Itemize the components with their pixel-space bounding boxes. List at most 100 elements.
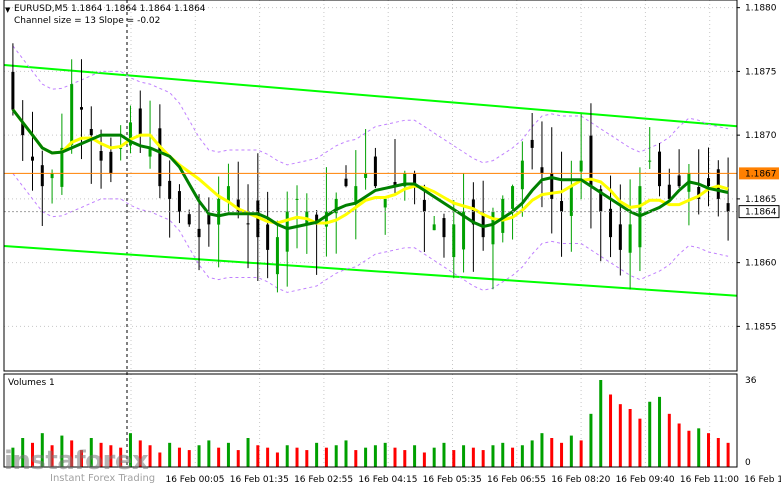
reference-price-label: 1.1867	[745, 169, 777, 179]
candle-body	[89, 128, 93, 136]
candle-body	[403, 173, 407, 187]
price-axis: 1.1880 1.1875 1.1870 1.1865 1.1860 1.1855 36 0	[737, 4, 777, 468]
candle-body	[21, 122, 25, 136]
candle-body	[383, 198, 387, 208]
volume-scale-max: 36	[745, 376, 757, 386]
ma-slow-line	[11, 108, 729, 231]
candle-body	[677, 175, 681, 187]
envelope-upper	[12, 45, 729, 166]
candle-body	[226, 186, 230, 202]
candle-body	[187, 214, 191, 225]
x-tick-label: 16 Feb 09:40	[616, 475, 675, 485]
candle-body	[364, 173, 368, 178]
price-tags: 1.1867 1.1864	[738, 167, 780, 219]
watermark-logo: instaforex	[4, 446, 149, 476]
candle-body	[569, 186, 573, 216]
candle-body	[716, 169, 720, 199]
trend-channel	[3, 64, 738, 297]
candle-body	[520, 160, 524, 190]
x-tick-label: 16 Feb 05:35	[423, 475, 482, 485]
candle-body	[236, 199, 240, 212]
x-tick-label: 16 Feb 11:00	[680, 475, 739, 485]
current-price-tag	[738, 205, 780, 219]
price-lines	[4, 172, 737, 213]
watermark-tagline: Instant Forex Trading	[50, 473, 156, 484]
candle-body	[373, 156, 377, 187]
candle-body	[697, 187, 701, 199]
candle-body	[275, 237, 279, 275]
y-tick-label: 1.1875	[745, 67, 777, 77]
y-tick-label: 1.1870	[745, 131, 777, 141]
candle-body	[413, 173, 417, 187]
candle-body	[315, 214, 319, 225]
candle-body	[589, 135, 593, 187]
y-tick-label: 1.1855	[745, 322, 777, 332]
candle-body	[334, 198, 338, 214]
candle-body	[99, 150, 103, 161]
candle-body	[119, 147, 123, 149]
candle-body	[285, 211, 289, 252]
watermark: instaforex Instant Forex Trading	[4, 446, 155, 484]
symbol-info: EURUSD,M5 1.1864 1.1864 1.1864 1.1864	[14, 4, 206, 14]
candle-body	[109, 151, 113, 174]
candle-body	[540, 167, 544, 174]
candle-body	[628, 224, 632, 253]
envelope-bands	[12, 45, 729, 293]
candle-body	[79, 107, 83, 110]
candle-body	[530, 139, 534, 148]
x-tick-label: 16 Feb 00:05	[165, 475, 224, 485]
candle-body	[658, 151, 662, 187]
price-pane-border	[3, 0, 738, 372]
candle-body	[648, 160, 652, 162]
candle-body	[422, 199, 426, 212]
channel-lower	[3, 245, 738, 297]
reference-price-tag	[739, 167, 779, 180]
x-tick-label: 16 Feb 06:55	[487, 475, 546, 485]
candle-body	[128, 122, 132, 146]
candle-body	[560, 201, 564, 212]
candle-body	[266, 224, 270, 250]
candle-body	[726, 203, 730, 212]
candle-body	[344, 178, 348, 187]
candle-body	[246, 223, 250, 225]
volume-label: Volumes 1	[8, 378, 55, 388]
candle-body	[511, 186, 515, 209]
candle-body	[148, 147, 152, 157]
candle-body	[667, 184, 671, 199]
candle-body	[217, 198, 221, 225]
candle-body	[432, 224, 436, 231]
candle-body	[40, 165, 44, 187]
candle-body	[60, 147, 64, 187]
candle-body	[393, 182, 397, 187]
y-tick-label: 1.1880	[745, 4, 777, 14]
chart-frame	[3, 0, 738, 468]
x-tick-label: 16 Feb 12:20	[744, 475, 781, 485]
candle-body	[491, 211, 495, 245]
candle-body	[324, 211, 328, 227]
candle-body	[295, 198, 299, 200]
grid	[4, 0, 737, 467]
volume-pane-border	[3, 373, 738, 468]
candle-body	[207, 213, 211, 225]
candle-body	[30, 156, 34, 161]
ma-fast-line	[11, 108, 729, 225]
candle-body	[579, 160, 583, 172]
volume-scale-min: 0	[745, 458, 751, 468]
candle-body	[70, 84, 74, 145]
candle-body	[452, 224, 456, 258]
x-tick-label: 16 Feb 02:55	[294, 475, 353, 485]
chart-menu-arrow[interactable]: ▼	[5, 6, 11, 14]
candle-body	[354, 186, 358, 204]
volume-bars	[11, 380, 730, 467]
candle-body	[707, 178, 711, 187]
y-tick-label: 1.1865	[745, 195, 777, 205]
candle-body	[177, 191, 181, 212]
current-price-label: 1.1864	[745, 208, 777, 218]
candle-body	[442, 218, 446, 238]
channel-upper	[3, 64, 738, 128]
x-tick-label: 16 Feb 04:15	[358, 475, 417, 485]
envelope-lower	[12, 173, 729, 293]
candle-body	[609, 208, 613, 238]
candle-body	[158, 128, 162, 187]
